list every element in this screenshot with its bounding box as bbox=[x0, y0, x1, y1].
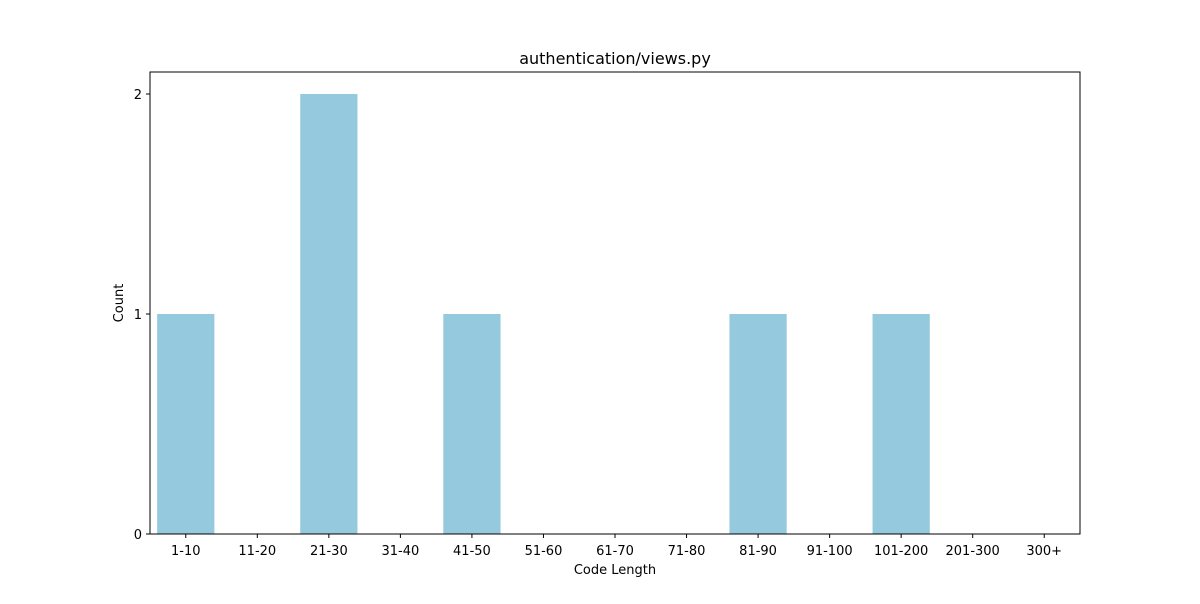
bar-1-10 bbox=[157, 314, 215, 534]
x-axis-label: Code Length bbox=[574, 563, 656, 578]
x-tick-label: 300+ bbox=[1026, 544, 1062, 559]
bar-101-200 bbox=[872, 314, 930, 534]
y-tick-label: 0 bbox=[134, 528, 142, 543]
y-tick-label: 1 bbox=[134, 308, 142, 323]
y-tick-label: 2 bbox=[134, 88, 142, 103]
x-tick-label: 21-30 bbox=[310, 544, 348, 559]
x-tick-label: 101-200 bbox=[874, 544, 928, 559]
y-axis-ticks: 0 1 2 bbox=[134, 88, 150, 543]
x-axis-ticks: 1-10 11-20 21-30 31-40 41-50 51-60 61-70 71-80 8… bbox=[171, 534, 1062, 559]
x-tick-label: 81-90 bbox=[739, 544, 777, 559]
y-axis-label: Count bbox=[112, 284, 127, 323]
x-tick-label: 41-50 bbox=[453, 544, 491, 559]
x-tick-label: 91-100 bbox=[807, 544, 853, 559]
bar-81-90 bbox=[729, 314, 787, 534]
bar-41-50 bbox=[443, 314, 501, 534]
x-tick-label: 51-60 bbox=[525, 544, 563, 559]
bars-group bbox=[157, 94, 930, 534]
x-tick-label: 71-80 bbox=[668, 544, 706, 559]
x-tick-label: 31-40 bbox=[381, 544, 419, 559]
x-tick-label: 11-20 bbox=[238, 544, 276, 559]
bar-21-30 bbox=[300, 94, 358, 534]
plot-frame bbox=[149, 71, 1081, 535]
chart-title: authentication/views.py bbox=[519, 49, 711, 68]
x-tick-label: 61-70 bbox=[596, 544, 634, 559]
x-tick-label: 201-300 bbox=[946, 544, 1000, 559]
x-tick-label: 1-10 bbox=[171, 544, 201, 559]
